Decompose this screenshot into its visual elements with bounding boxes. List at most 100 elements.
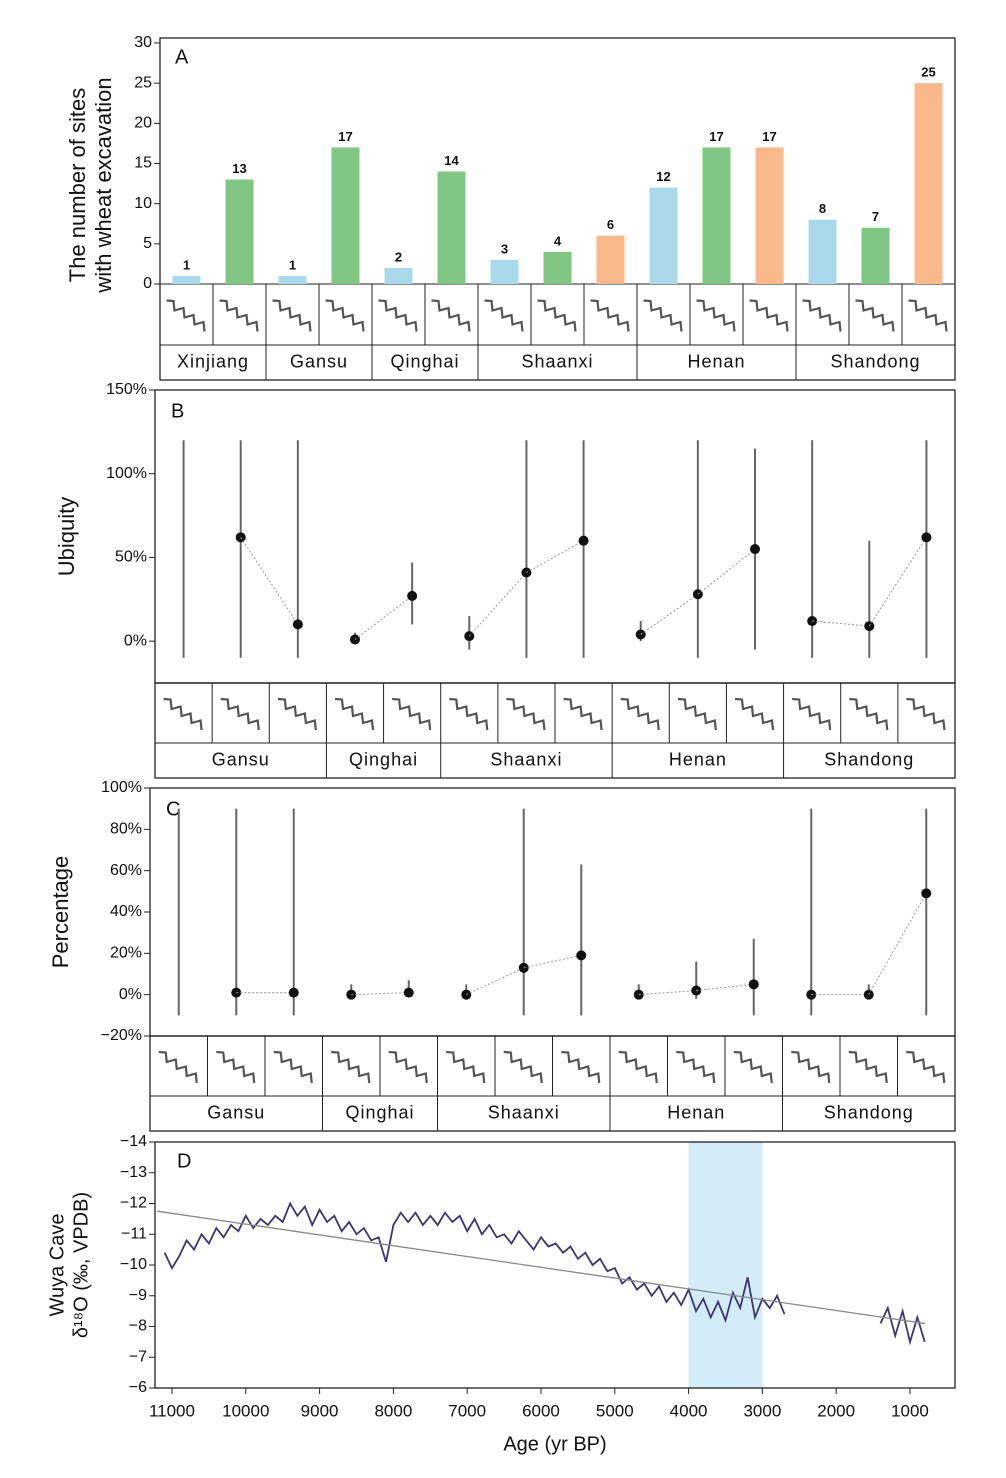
wheat-icon <box>431 299 471 332</box>
mean-dot <box>403 987 414 998</box>
wheat-icon <box>506 697 546 731</box>
wheat-icon <box>378 299 418 332</box>
y-tick-label: −10 <box>120 1256 147 1273</box>
y-tick-label: −20% <box>101 1027 142 1044</box>
wheat-icon <box>484 299 524 332</box>
bar <box>543 251 572 284</box>
mean-dot <box>407 590 418 601</box>
plot-frame <box>149 787 956 1037</box>
bar <box>331 147 360 284</box>
y-axis-label: δ¹⁸O (‰, VPDB) <box>70 1192 92 1338</box>
y-tick-label: 40% <box>110 903 142 920</box>
wheat-icon <box>163 697 203 731</box>
group-label: Henan <box>669 749 727 769</box>
bar <box>490 259 519 284</box>
wheat-icon <box>734 697 775 731</box>
y-tick-label: 20% <box>110 945 142 962</box>
wheat-icon <box>220 697 260 731</box>
y-tick-label: −9 <box>129 1287 147 1304</box>
data-label: 17 <box>338 129 352 144</box>
y-tick-label: 5 <box>143 235 152 252</box>
wheat-icon <box>792 697 832 731</box>
wheat-icon <box>325 299 365 332</box>
bar <box>914 83 943 285</box>
bar <box>172 275 201 284</box>
data-line <box>163 1201 926 1346</box>
group-label: Gansu <box>207 1102 265 1122</box>
wheat-icon <box>334 697 375 731</box>
wheat-icon <box>643 299 683 332</box>
wheat-icon <box>392 697 432 731</box>
group-label: Shaanxi <box>490 749 562 769</box>
wheat-icon <box>590 299 630 332</box>
trend-line <box>157 1210 925 1325</box>
x-tick-label: 8000 <box>374 1401 412 1420</box>
wheat-icon <box>908 299 948 332</box>
wheat-icon <box>273 1050 313 1084</box>
mean-dot <box>578 535 589 546</box>
wheat-icon <box>791 1050 831 1084</box>
y-tick-label: 0 <box>143 275 152 292</box>
mean-connector <box>468 572 527 637</box>
y-tick-label: −6 <box>129 1379 147 1396</box>
y-tick-label: 10 <box>134 195 152 212</box>
wheat-icon <box>733 1050 773 1084</box>
wheat-icon <box>277 697 317 731</box>
panel-label: D <box>177 1150 191 1172</box>
data-label: 1 <box>183 257 190 272</box>
y-tick-label: 100% <box>106 465 147 482</box>
wheat-icon <box>696 299 736 332</box>
data-label: 1 <box>289 257 296 272</box>
group-label: Henan <box>667 1102 725 1122</box>
bar <box>384 267 413 284</box>
data-label: 2 <box>395 249 402 264</box>
y-axis-label: Wuya Cave <box>46 1213 68 1316</box>
wheat-icon <box>855 299 895 332</box>
data-label: 17 <box>762 129 776 144</box>
x-tick-label: 4000 <box>670 1401 708 1420</box>
y-tick-label: −12 <box>120 1195 147 1212</box>
mean-connector <box>697 548 756 595</box>
group-label: Gansu <box>212 749 270 769</box>
wheat-icon <box>849 697 889 731</box>
y-axis-label: with wheat excavation <box>91 77 116 293</box>
group-label: Gansu <box>290 351 348 371</box>
mean-dot <box>921 888 932 899</box>
y-tick-label: 30 <box>134 34 152 51</box>
y-tick-label: −14 <box>120 1133 147 1150</box>
group-label: Xinjiang <box>177 351 249 371</box>
y-tick-label: −7 <box>129 1348 147 1365</box>
y-tick-label: −13 <box>120 1164 147 1181</box>
wheat-icon <box>388 1050 428 1084</box>
wheat-icon <box>216 1050 256 1084</box>
wheat-icon <box>331 1050 371 1084</box>
mean-connector <box>526 540 584 573</box>
data-label: 17 <box>709 129 723 144</box>
y-tick-label: 0% <box>124 632 147 649</box>
group-label: Qinghai <box>349 749 418 769</box>
highlight-band <box>688 1142 763 1388</box>
plot-frame <box>154 389 956 684</box>
data-label: 25 <box>921 65 935 80</box>
data-label: 3 <box>501 241 508 256</box>
y-tick-label: 20 <box>134 115 152 132</box>
data-label: 7 <box>872 209 879 224</box>
x-tick-label: 1000 <box>891 1401 929 1420</box>
wheat-icon <box>848 1050 888 1084</box>
data-label: 8 <box>819 201 826 216</box>
wheat-icon <box>620 697 660 731</box>
wheat-icon <box>272 299 312 332</box>
group-label: Shandong <box>824 1102 914 1122</box>
wheat-icon <box>561 1050 601 1084</box>
bar <box>596 235 625 284</box>
x-axis-label: Age (yr BP) <box>503 1433 606 1455</box>
group-label: Shaanxi <box>488 1102 560 1122</box>
mean-connector <box>812 620 870 627</box>
mean-connector <box>466 967 524 996</box>
data-label: 14 <box>444 153 459 168</box>
bar <box>225 179 254 284</box>
panel-label: B <box>171 400 184 422</box>
x-tick-label: 7000 <box>448 1401 486 1420</box>
mean-dot <box>921 532 932 543</box>
